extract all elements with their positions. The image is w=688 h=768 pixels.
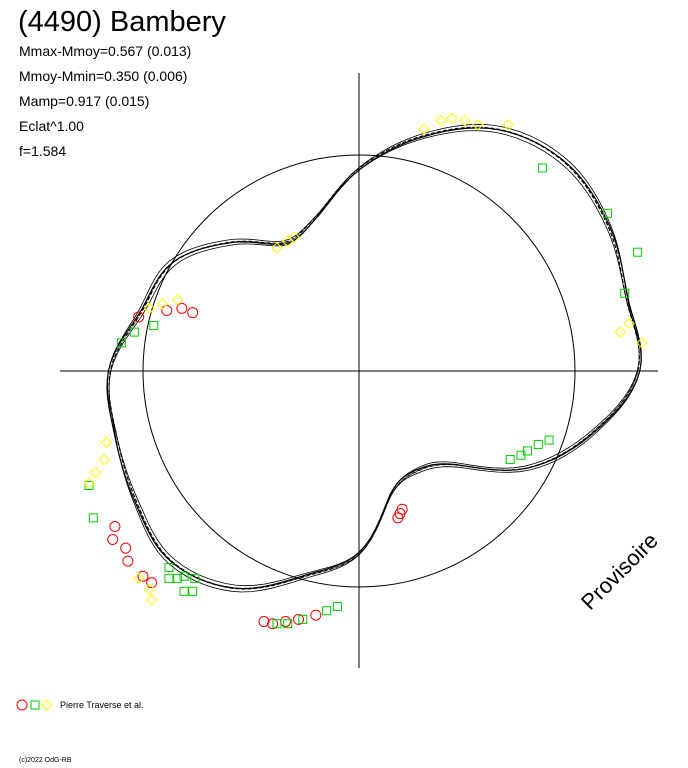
diamond-marker-17 [459,114,471,127]
square-marker-5 [84,480,94,490]
circle-marker-10 [146,577,158,589]
square-marker-25 [633,247,643,257]
diamond-marker-8 [98,453,110,466]
square-marker-22 [544,435,554,445]
stat-frequency: f=1.584 [19,143,67,159]
diamond-marker-7 [100,436,112,448]
diamond-marker-12 [143,583,156,595]
square-marker-9 [179,571,189,581]
legend-square-marker [30,700,40,710]
square-marker-11 [179,586,189,596]
diamond-marker-1 [271,242,283,254]
circle-marker-11 [258,616,270,628]
data-points [83,112,648,630]
square-marker-4 [88,513,98,523]
square-marker-14 [283,619,293,629]
square-marker-20 [522,446,532,456]
diamond-marker-4 [143,302,156,315]
model-curve-2 [108,126,640,590]
square-marker-26 [620,288,630,298]
square-marker-3 [149,321,159,331]
square-marker-17 [332,601,342,611]
reference-circle [142,154,576,588]
diamond-marker-21 [623,317,635,330]
model-curve-4 [108,127,640,590]
diamond-marker-19 [502,119,514,131]
circle-marker-18 [396,503,408,515]
diamond-marker-15 [435,114,447,127]
diamond-marker-20 [614,326,627,338]
legend-label: Pierre Traverse et al. [60,700,144,710]
diamond-marker-9 [83,477,95,490]
square-marker-10 [190,573,200,583]
model-curve-1 [107,130,642,587]
circle-marker-1 [133,311,145,323]
diamond-marker-22 [636,337,648,349]
square-marker-12 [188,586,198,596]
model-curves [106,123,642,593]
diamond-marker-5 [156,298,169,310]
diamond-marker-11 [132,572,145,585]
chart-title: (4490) Bambery [18,6,226,38]
stat-eclat: Eclat^1.00 [19,118,84,134]
square-marker-16 [322,606,332,616]
model-curve-5 [108,123,640,593]
legend-markers [16,699,53,711]
circle-marker-9 [137,570,149,582]
square-marker-7 [164,573,174,583]
circle-marker-8 [122,555,134,567]
circle-marker-15 [310,609,322,621]
diamond-marker-6 [171,294,184,306]
model-curve-3 [106,127,642,590]
diamond-marker-13 [145,594,158,606]
legend-diamond-marker [41,699,53,711]
circle-marker-5 [109,521,121,533]
square-marker-6 [164,563,174,573]
circle-marker-3 [176,302,188,314]
diamond-marker-18 [472,119,484,131]
circle-marker-4 [187,307,199,319]
stat-mmoy-mmin: Mmoy-Mmin=0.350 (0.006) [19,68,188,84]
circle-marker-14 [293,613,305,625]
square-marker-8 [173,573,183,583]
square-marker-24 [602,208,612,218]
diamond-marker-10 [89,466,102,479]
diamond-marker-3 [288,231,300,243]
legend-circle-marker [16,699,28,711]
square-marker-2 [129,327,139,337]
square-marker-1 [116,338,126,348]
stat-mamp: Mamp=0.917 (0.015) [19,93,150,109]
square-marker-15 [298,614,308,624]
diamond-marker-2 [282,235,294,248]
diamond-marker-16 [446,112,458,124]
square-marker-13 [272,619,282,629]
stat-mmax-mmoy: Mmax-Mmoy=0.567 (0.013) [19,43,192,59]
square-marker-23 [538,163,548,173]
square-marker-21 [533,439,543,449]
circle-marker-2 [161,305,173,317]
circle-marker-7 [120,542,132,554]
copyright-notice: (c)2022 OdG-RB [19,757,72,764]
circle-marker-12 [267,618,279,630]
circle-marker-6 [107,533,119,545]
circle-marker-13 [280,616,292,628]
square-marker-18 [505,455,515,465]
diamond-marker-14 [418,123,430,135]
